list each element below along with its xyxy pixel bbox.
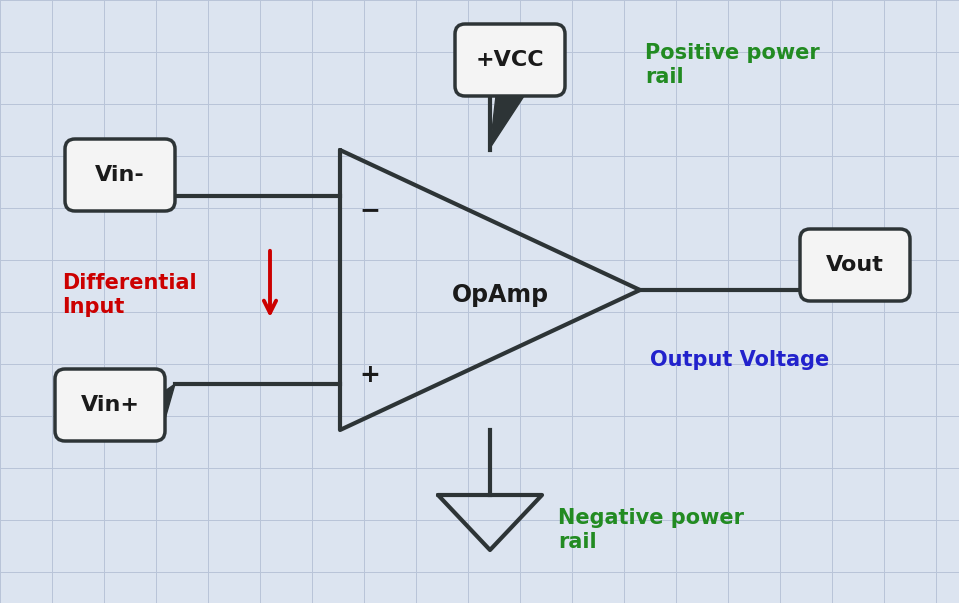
Text: Vin+: Vin+ — [81, 395, 139, 415]
FancyBboxPatch shape — [55, 369, 165, 441]
Polygon shape — [800, 280, 821, 301]
Text: Positive power
rail: Positive power rail — [645, 43, 820, 87]
Text: −: − — [360, 198, 381, 222]
Polygon shape — [154, 190, 175, 211]
Text: Vout: Vout — [826, 255, 884, 275]
FancyBboxPatch shape — [65, 139, 175, 211]
FancyBboxPatch shape — [455, 24, 565, 96]
Text: Output Voltage: Output Voltage — [650, 350, 830, 370]
Text: OpAmp: OpAmp — [452, 283, 549, 307]
Polygon shape — [165, 384, 175, 419]
FancyBboxPatch shape — [800, 229, 910, 301]
Text: Negative power
rail: Negative power rail — [558, 508, 744, 552]
Text: +: + — [360, 363, 381, 387]
Text: +VCC: +VCC — [476, 50, 545, 70]
Polygon shape — [490, 96, 524, 148]
Text: Differential
Input: Differential Input — [62, 273, 197, 317]
Text: Vin-: Vin- — [95, 165, 145, 185]
